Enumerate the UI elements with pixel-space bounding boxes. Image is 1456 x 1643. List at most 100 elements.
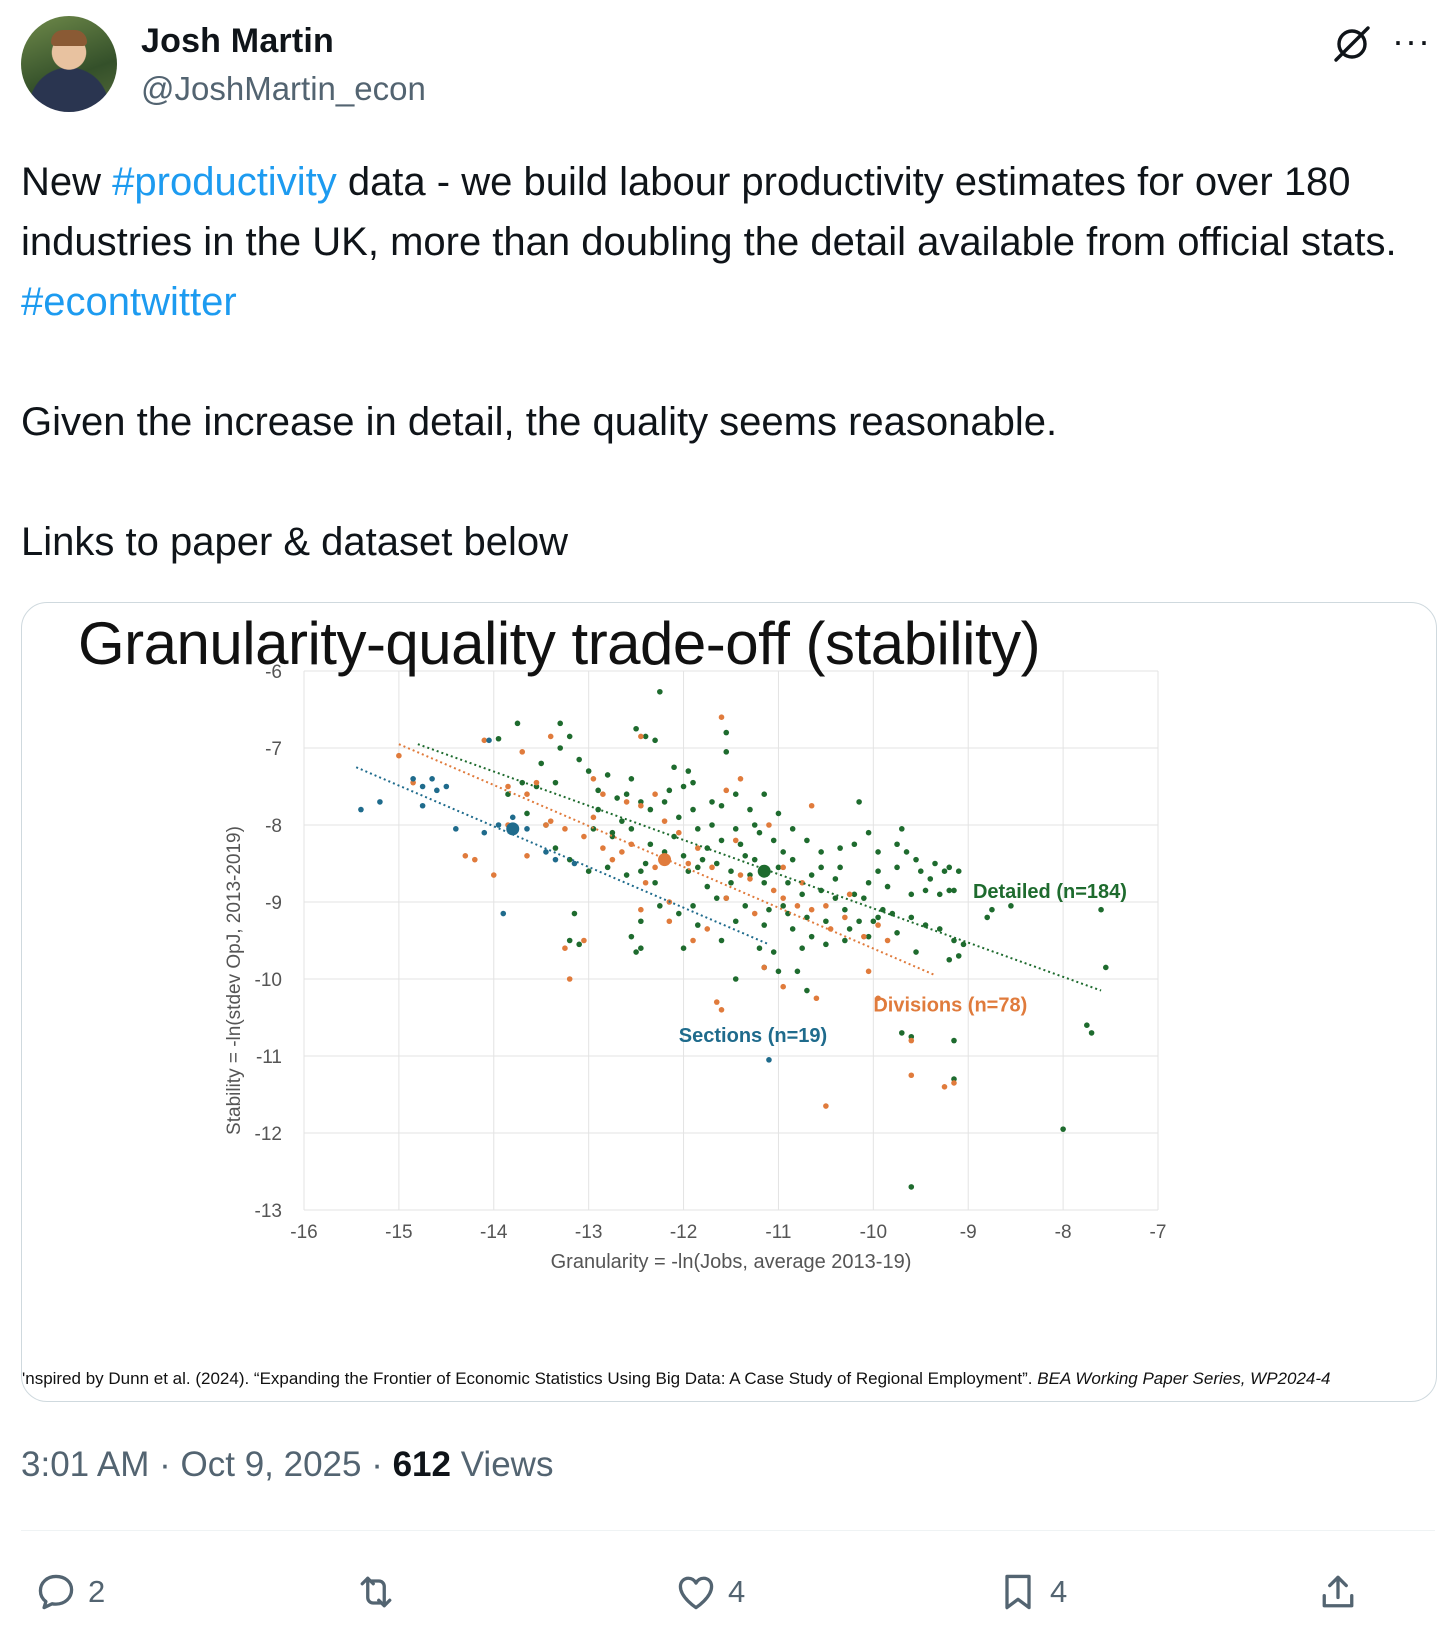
x-tick-label: -8 xyxy=(1055,1222,1072,1243)
like-button[interactable]: 4 xyxy=(674,1568,745,1616)
share-button[interactable] xyxy=(1316,1568,1360,1616)
data-point xyxy=(571,910,578,917)
data-point xyxy=(941,1084,948,1090)
grok-icon[interactable] xyxy=(1330,22,1374,66)
data-point xyxy=(514,720,521,727)
data-point xyxy=(690,903,696,909)
data-point xyxy=(732,826,739,832)
data-point xyxy=(770,837,777,844)
author-name[interactable]: Josh Martin xyxy=(141,22,335,60)
data-point xyxy=(823,918,829,925)
media-card[interactable]: -16 -15 -14 -13 -12 -11 -10 -9 -8 -7 -6 -7 -8 -9 -10 -1… xyxy=(21,602,1437,1402)
data-point xyxy=(666,918,673,925)
data-point xyxy=(628,776,635,782)
data-point xyxy=(434,787,440,794)
bookmark-button[interactable]: 4 xyxy=(996,1568,1067,1616)
data-point xyxy=(486,737,492,744)
tweet-paragraph-3: Links to paper & dataset below xyxy=(21,520,569,564)
data-point xyxy=(756,945,763,951)
data-point xyxy=(723,895,730,901)
share-icon xyxy=(1322,1575,1354,1608)
data-point xyxy=(581,833,587,840)
reply-button[interactable]: 2 xyxy=(34,1568,105,1616)
more-icon[interactable]: ··· xyxy=(1392,20,1431,61)
retweet-icon xyxy=(360,1576,392,1608)
data-point xyxy=(899,826,905,832)
data-point xyxy=(832,876,839,882)
data-point xyxy=(732,791,739,797)
tweet-paragraph-2: Given the increase in detail, the qualit… xyxy=(21,400,1058,444)
data-point xyxy=(538,760,545,767)
y-tick-label: -9 xyxy=(265,893,282,914)
data-point xyxy=(676,829,682,836)
data-point xyxy=(552,845,559,851)
hashtag-productivity[interactable]: #productivity xyxy=(112,160,337,204)
data-point xyxy=(832,895,839,901)
data-point xyxy=(533,779,540,786)
timestamp-date[interactable]: Oct 9, 2025 xyxy=(180,1445,362,1484)
data-point xyxy=(377,799,383,805)
hashtag-econtwitter[interactable]: #econtwitter xyxy=(21,280,237,324)
data-point xyxy=(694,922,701,928)
data-point xyxy=(524,853,530,859)
data-point xyxy=(1084,1022,1090,1028)
trend-line xyxy=(417,743,1102,992)
y-tick-label: -11 xyxy=(256,1047,282,1068)
data-point xyxy=(661,799,668,805)
data-point xyxy=(865,879,872,886)
series-mean-point xyxy=(658,853,672,867)
data-point xyxy=(732,837,739,844)
data-point xyxy=(495,822,502,828)
retweet-button[interactable] xyxy=(354,1568,408,1616)
data-point xyxy=(794,903,801,909)
data-point xyxy=(638,918,644,925)
data-point xyxy=(766,822,772,828)
data-point xyxy=(804,914,810,921)
data-point xyxy=(652,879,658,886)
data-point xyxy=(396,752,402,759)
data-point xyxy=(808,872,815,878)
author-handle[interactable]: @JoshMartin_econ xyxy=(141,70,426,107)
data-point xyxy=(865,829,872,836)
data-point xyxy=(524,826,530,832)
data-point xyxy=(837,845,843,851)
data-point xyxy=(638,945,644,951)
data-point xyxy=(410,776,416,782)
data-point xyxy=(808,802,815,809)
data-point xyxy=(908,1037,915,1044)
data-point xyxy=(837,864,843,871)
chart-title: Granularity-quality trade-off (stability… xyxy=(78,610,1041,677)
data-point xyxy=(780,849,786,855)
data-point xyxy=(861,933,867,940)
data-point xyxy=(419,783,426,790)
data-point xyxy=(946,956,953,963)
data-point xyxy=(676,814,682,821)
data-point xyxy=(628,826,635,832)
meta-separator: · xyxy=(149,1445,181,1484)
data-point xyxy=(647,841,654,848)
data-point xyxy=(761,964,768,971)
data-point xyxy=(875,995,881,1002)
data-point xyxy=(951,1076,957,1082)
timestamp-time[interactable]: 3:01 AM xyxy=(21,1445,150,1484)
data-point xyxy=(789,926,796,932)
chart-citation: 'nspired by Dunn et al. (2024). “Expandi… xyxy=(22,1369,1436,1389)
data-point xyxy=(951,1037,957,1044)
x-tick-label: -16 xyxy=(290,1222,317,1243)
data-point xyxy=(590,814,597,821)
data-point xyxy=(804,837,810,844)
avatar[interactable] xyxy=(21,16,117,112)
data-point xyxy=(946,887,953,894)
data-point xyxy=(789,856,796,863)
data-point xyxy=(576,756,582,763)
data-point xyxy=(875,868,881,874)
data-point xyxy=(652,737,658,744)
data-point xyxy=(652,864,658,871)
data-point xyxy=(547,733,554,740)
tweet-meta: 3:01 AM · Oct 9, 2025 · 612 Views xyxy=(21,1445,553,1485)
data-point xyxy=(747,806,753,813)
data-point xyxy=(922,887,929,894)
data-point xyxy=(713,895,720,901)
data-point xyxy=(770,887,777,894)
tweet-paragraph-1: New #productivity data - we build labour… xyxy=(21,152,1431,332)
